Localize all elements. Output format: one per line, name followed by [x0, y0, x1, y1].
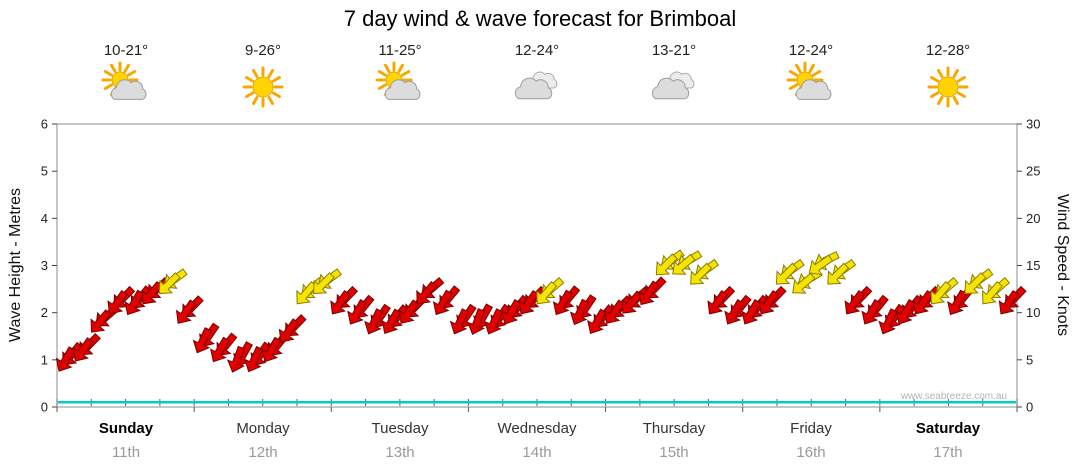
weather-icon	[614, 60, 734, 116]
svg-text:25: 25	[1026, 164, 1040, 179]
svg-text:30: 30	[1026, 117, 1040, 132]
weather-icon	[340, 60, 460, 116]
day-temp: 11-25°	[378, 42, 422, 59]
day-date: 15th	[659, 444, 689, 461]
day-date: 14th	[522, 444, 552, 461]
svg-text:1: 1	[41, 352, 48, 367]
weather-icon	[477, 60, 597, 116]
day-label: Saturday	[915, 420, 981, 437]
svg-text:10: 10	[1026, 305, 1040, 320]
day-label: Sunday	[98, 420, 154, 437]
weather-icon	[66, 60, 186, 116]
day-date: 11th	[111, 444, 141, 461]
weather-icon	[203, 60, 323, 116]
svg-text:4: 4	[41, 211, 48, 226]
day-temp: 13-21°	[651, 42, 697, 59]
day-temp: 12-24°	[514, 42, 560, 59]
day-date: 16th	[796, 444, 826, 461]
day-date: 12th	[248, 444, 278, 461]
day-temp: 12-24°	[788, 42, 834, 59]
svg-text:20: 20	[1026, 211, 1040, 226]
day-date: 17th	[933, 444, 963, 461]
day-label: Thursday	[642, 420, 706, 437]
svg-text:2: 2	[41, 305, 48, 320]
svg-text:5: 5	[41, 164, 48, 179]
weather-icon	[751, 60, 871, 116]
day-label: Friday	[790, 420, 832, 437]
svg-text:15: 15	[1026, 258, 1040, 273]
day-temp: 10-21°	[103, 42, 149, 59]
svg-text:5: 5	[1026, 352, 1033, 367]
svg-text:6: 6	[41, 117, 48, 132]
day-temp: 9-26°	[244, 42, 282, 59]
weather-icon	[888, 60, 1008, 116]
day-label: Monday	[236, 420, 290, 437]
svg-text:0: 0	[1026, 400, 1033, 415]
day-label: Wednesday	[497, 420, 577, 437]
svg-text:0: 0	[41, 400, 48, 415]
day-temp: 12-28°	[925, 42, 971, 59]
watermark: www.seabreeze.com.au	[900, 391, 1007, 402]
page-title: 7 day wind & wave forecast for Brimboal	[343, 6, 737, 31]
svg-text:3: 3	[41, 258, 48, 273]
day-date: 13th	[385, 444, 415, 461]
day-label: Tuesday	[371, 420, 429, 437]
